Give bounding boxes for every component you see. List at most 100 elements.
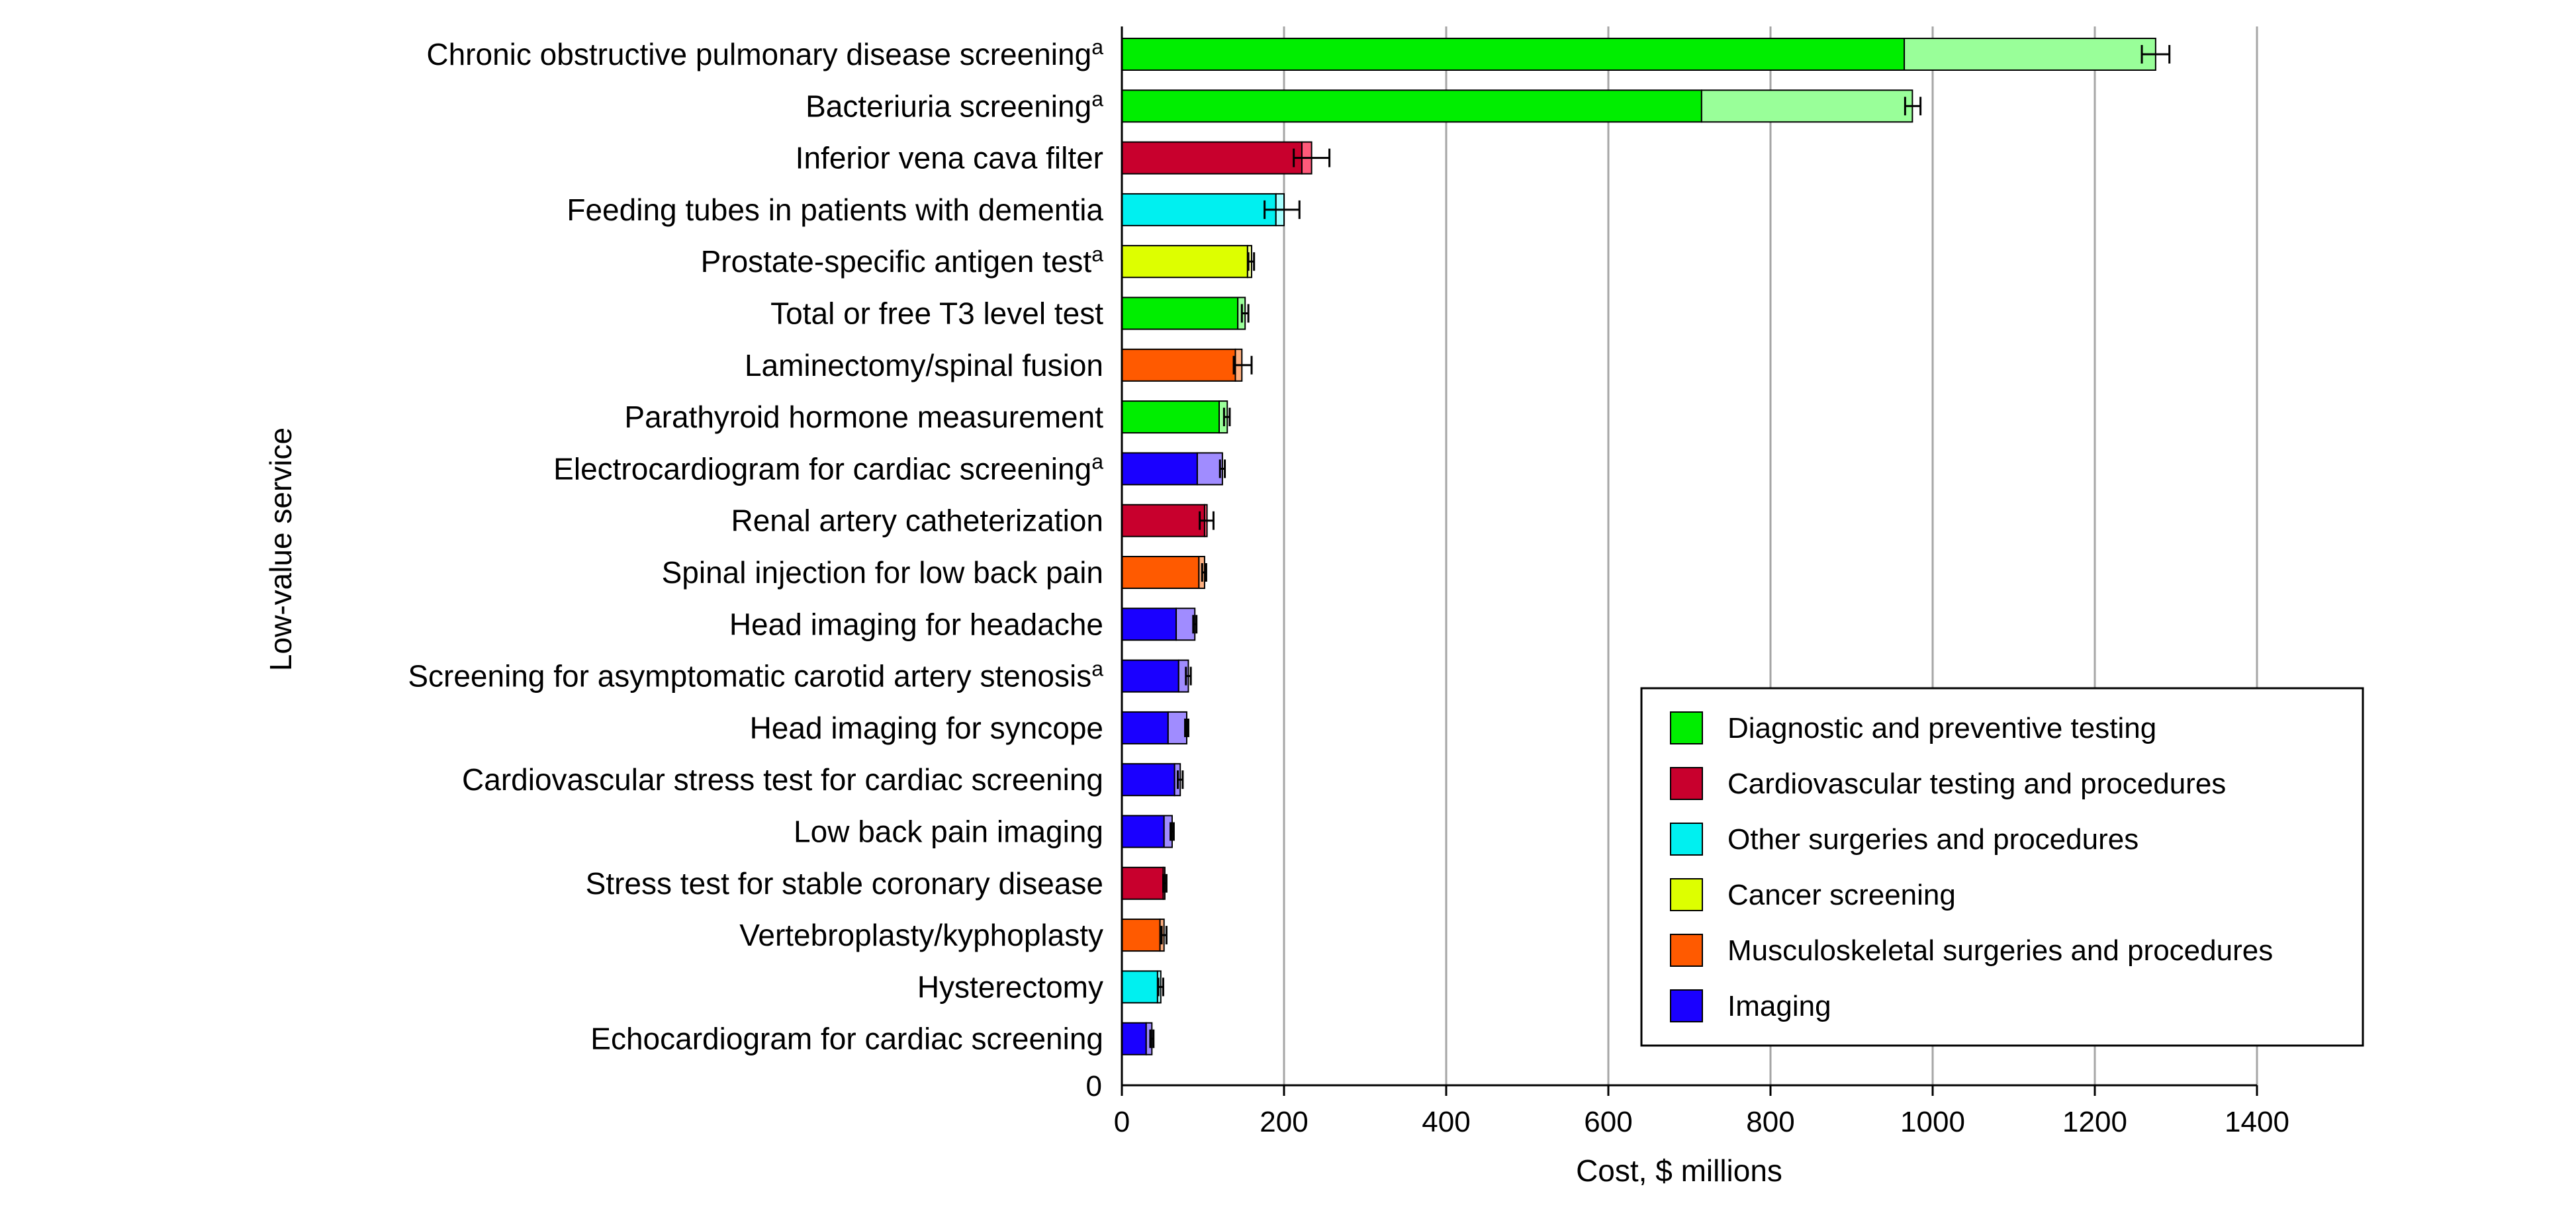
bar-segment-primary <box>1121 452 1198 486</box>
category-label: Head imaging for headache <box>729 607 1103 641</box>
category-label: Spinal injection for low back pain <box>662 555 1103 590</box>
category-label-text: Laminectomy/spinal fusion <box>745 348 1103 382</box>
footnote-marker: a <box>1091 87 1103 111</box>
x-tick-label: 1200 <box>2062 1106 2127 1138</box>
legend-label: Other surgeries and procedures <box>1727 823 2139 856</box>
legend-swatch <box>1670 823 1703 856</box>
bar-segment-primary <box>1121 919 1161 952</box>
category-label: Laminectomy/spinal fusion <box>745 348 1103 382</box>
legend-label: Musculoskeletal surgeries and procedures <box>1727 934 2273 967</box>
y-origin-label: 0 <box>1086 1070 1102 1102</box>
axes: 0 200 400 600 800 1000 1200 1400 0 <box>1086 26 2289 1138</box>
footnote-marker: a <box>1091 35 1103 59</box>
category-label-text: Chronic obstructive pulmonary disease sc… <box>426 37 1091 71</box>
category-label-text: Low back pain imaging <box>794 815 1103 849</box>
category-label: Low back pain imaging <box>794 815 1103 849</box>
category-label: Echocardiogram for cardiac screening <box>590 1022 1103 1056</box>
bar-segment-primary <box>1121 348 1236 382</box>
category-label-text: Prostate-specific antigen test <box>701 244 1092 279</box>
category-label: Bacteriuria screeninga <box>805 87 1103 123</box>
category-label: Feeding tubes in patients with dementia <box>567 193 1103 227</box>
bar-segment-primary <box>1121 815 1165 848</box>
bar-segment-secondary <box>1175 607 1196 641</box>
x-tick-label: 1000 <box>1900 1106 1965 1138</box>
category-label: Electrocardiogram for cardiac screeninga <box>553 449 1103 486</box>
bar-segment-primary <box>1121 970 1158 1004</box>
category-label-text: Electrocardiogram for cardiac screening <box>553 451 1091 486</box>
category-label: Hysterectomy <box>917 969 1103 1004</box>
category-label-text: Parathyroid hormone measurement <box>624 400 1103 434</box>
x-tick-label: 400 <box>1422 1106 1470 1138</box>
bar-segment-primary <box>1121 556 1200 589</box>
legend: Diagnostic and preventive testing Cardiov… <box>1640 687 2364 1047</box>
category-label-text: Spinal injection for low back pain <box>662 555 1103 590</box>
x-tick-label: 0 <box>1114 1106 1130 1138</box>
category-label-text: Feeding tubes in patients with dementia <box>567 193 1103 227</box>
category-label-text: Head imaging for syncope <box>750 711 1103 745</box>
x-tick-label: 800 <box>1746 1106 1794 1138</box>
footnote-marker: a <box>1091 449 1103 473</box>
category-label-text: Total or free T3 level test <box>770 296 1103 331</box>
legend-swatch <box>1670 711 1703 744</box>
category-label: Renal artery catheterization <box>731 504 1103 538</box>
bar-segment-primary <box>1121 38 1906 71</box>
category-label-text: Hysterectomy <box>917 969 1103 1004</box>
legend-swatch <box>1670 989 1703 1022</box>
category-label-text: Echocardiogram for cardiac screening <box>590 1022 1103 1056</box>
bar-segment-primary <box>1121 763 1175 797</box>
x-axis-title: Cost, $ millions <box>1576 1153 1782 1188</box>
category-labels: Chronic obstructive pulmonary disease sc… <box>408 35 1103 1056</box>
bars <box>1121 38 2171 1055</box>
bar-segment-primary <box>1121 193 1277 226</box>
grid-lines <box>1283 26 2258 1085</box>
category-label-text: Head imaging for headache <box>729 607 1103 641</box>
category-label: Screening for asymptomatic carotid arter… <box>408 657 1103 694</box>
bar-segment-primary <box>1121 1022 1147 1055</box>
category-label: Head imaging for syncope <box>750 711 1103 745</box>
category-label: Stress test for stable coronary disease <box>586 866 1103 901</box>
category-label: Inferior vena cava filter <box>796 141 1103 175</box>
bar-segment-primary <box>1121 659 1179 693</box>
y-axis-title: Low-value service <box>263 427 298 671</box>
bar-segment-primary <box>1121 711 1169 744</box>
category-label: Prostate-specific antigen testa <box>701 242 1104 279</box>
bar-segment-secondary <box>1167 711 1187 744</box>
category-label-text: Bacteriuria screening <box>805 89 1091 123</box>
bar-segment-primary <box>1121 89 1702 123</box>
legend-label: Cardiovascular testing and procedures <box>1727 768 2226 800</box>
footnote-marker: a <box>1091 657 1103 681</box>
category-label: Chronic obstructive pulmonary disease sc… <box>426 35 1103 71</box>
category-label-text: Inferior vena cava filter <box>796 141 1103 175</box>
legend-label: Imaging <box>1727 990 1831 1022</box>
bar-segment-primary <box>1121 504 1205 537</box>
category-label: Vertebroplasty/kyphoplasty <box>739 918 1103 952</box>
bar-segment-primary <box>1121 607 1177 641</box>
legend-swatch <box>1670 878 1703 911</box>
legend-swatch <box>1670 934 1703 967</box>
x-tick-label: 600 <box>1584 1106 1632 1138</box>
category-label: Cardiovascular stress test for cardiac s… <box>462 762 1103 797</box>
category-label-text: Cardiovascular stress test for cardiac s… <box>462 762 1103 797</box>
bar-segment-primary <box>1121 245 1248 279</box>
bar-segment-primary <box>1121 296 1239 330</box>
category-label: Parathyroid hormone measurement <box>624 400 1103 434</box>
category-label-text: Renal artery catheterization <box>731 504 1103 538</box>
x-tick-label: 200 <box>1260 1106 1308 1138</box>
bar-segment-secondary <box>1196 452 1223 486</box>
x-tick-label: 1400 <box>2225 1106 2289 1138</box>
bar-segment-primary <box>1121 866 1164 900</box>
bar-segment-primary <box>1121 141 1303 175</box>
category-label-text: Stress test for stable coronary disease <box>586 866 1103 901</box>
legend-box <box>1640 687 2364 1047</box>
category-label: Total or free T3 level test <box>770 296 1103 331</box>
bar-segment-secondary <box>1904 38 2156 71</box>
legend-swatch <box>1670 767 1703 800</box>
footnote-marker: a <box>1091 242 1103 266</box>
legend-label: Diagnostic and preventive testing <box>1727 712 2156 744</box>
category-label-text: Vertebroplasty/kyphoplasty <box>739 918 1103 952</box>
legend-label: Cancer screening <box>1727 879 1956 911</box>
bar-segment-primary <box>1121 400 1220 434</box>
bar-segment-secondary <box>1700 89 1913 123</box>
